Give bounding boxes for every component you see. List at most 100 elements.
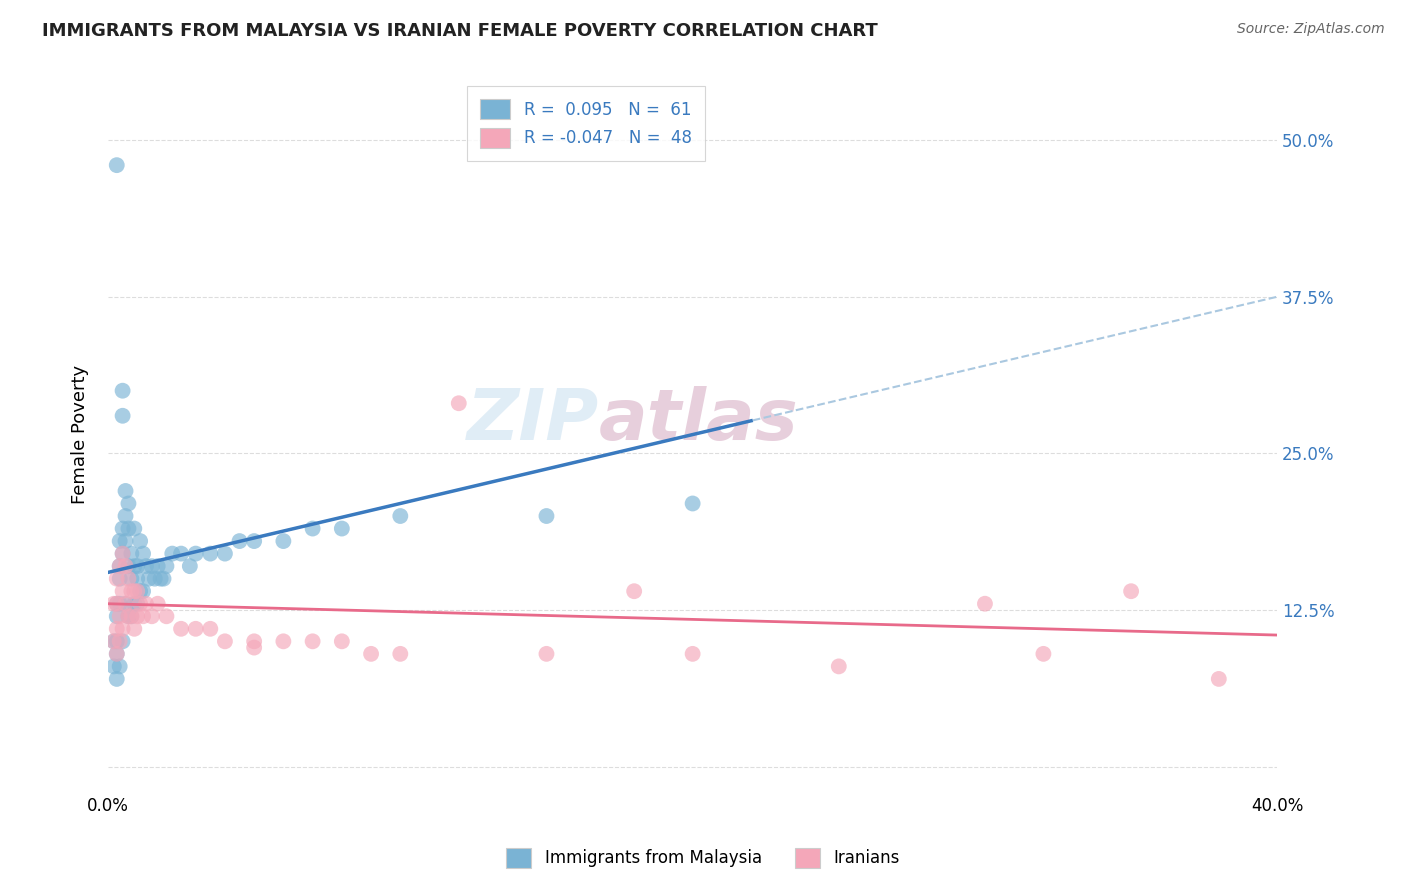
Point xyxy=(111,384,134,398)
Point xyxy=(301,634,323,648)
Point xyxy=(132,584,155,599)
Point xyxy=(120,609,142,624)
Point xyxy=(108,534,131,549)
Point xyxy=(1119,584,1142,599)
Point xyxy=(105,647,128,661)
Point xyxy=(117,496,139,510)
Point xyxy=(162,547,184,561)
Legend: R =  0.095   N =  61, R = -0.047   N =  48: R = 0.095 N = 61, R = -0.047 N = 48 xyxy=(467,86,704,161)
Point xyxy=(105,622,128,636)
Point xyxy=(155,559,177,574)
Point xyxy=(103,659,125,673)
Point xyxy=(103,634,125,648)
Point xyxy=(152,572,174,586)
Y-axis label: Female Poverty: Female Poverty xyxy=(72,365,89,504)
Point xyxy=(108,659,131,673)
Point xyxy=(103,597,125,611)
Point xyxy=(273,634,295,648)
Point xyxy=(127,584,149,599)
Point xyxy=(149,572,172,586)
Point xyxy=(105,158,128,172)
Point xyxy=(214,634,236,648)
Point xyxy=(200,547,222,561)
Point xyxy=(1208,672,1230,686)
Point xyxy=(138,572,160,586)
Point xyxy=(1032,647,1054,661)
Point xyxy=(105,609,128,624)
Point xyxy=(108,559,131,574)
Point xyxy=(117,522,139,536)
Point xyxy=(146,559,169,574)
Point xyxy=(330,522,353,536)
Point xyxy=(273,534,295,549)
Point xyxy=(682,647,704,661)
Point xyxy=(111,584,134,599)
Point xyxy=(117,559,139,574)
Point xyxy=(111,522,134,536)
Point xyxy=(120,584,142,599)
Point xyxy=(114,534,136,549)
Point xyxy=(330,634,353,648)
Point xyxy=(536,508,558,523)
Point xyxy=(447,396,470,410)
Text: ZIP: ZIP xyxy=(467,385,599,455)
Point xyxy=(108,597,131,611)
Point xyxy=(111,634,134,648)
Point xyxy=(155,609,177,624)
Point xyxy=(120,609,142,624)
Point xyxy=(243,640,266,655)
Point xyxy=(129,597,152,611)
Point xyxy=(105,647,128,661)
Point xyxy=(127,572,149,586)
Point xyxy=(120,572,142,586)
Point xyxy=(200,622,222,636)
Point xyxy=(184,622,207,636)
Point xyxy=(127,597,149,611)
Point xyxy=(536,647,558,661)
Text: atlas: atlas xyxy=(599,385,799,455)
Point xyxy=(135,559,157,574)
Point xyxy=(127,609,149,624)
Point xyxy=(214,547,236,561)
Point xyxy=(117,572,139,586)
Point xyxy=(114,597,136,611)
Point xyxy=(114,559,136,574)
Point xyxy=(243,534,266,549)
Point xyxy=(124,559,146,574)
Point xyxy=(146,597,169,611)
Point xyxy=(141,559,163,574)
Legend: Immigrants from Malaysia, Iranians: Immigrants from Malaysia, Iranians xyxy=(499,841,907,875)
Point xyxy=(682,496,704,510)
Point xyxy=(117,609,139,624)
Point xyxy=(132,609,155,624)
Point xyxy=(184,547,207,561)
Point xyxy=(114,597,136,611)
Point xyxy=(135,597,157,611)
Point xyxy=(108,609,131,624)
Point xyxy=(103,634,125,648)
Point xyxy=(228,534,250,549)
Point xyxy=(117,609,139,624)
Point xyxy=(141,609,163,624)
Text: IMMIGRANTS FROM MALAYSIA VS IRANIAN FEMALE POVERTY CORRELATION CHART: IMMIGRANTS FROM MALAYSIA VS IRANIAN FEMA… xyxy=(42,22,877,40)
Point xyxy=(124,584,146,599)
Point xyxy=(105,597,128,611)
Point xyxy=(127,559,149,574)
Point xyxy=(143,572,166,586)
Point xyxy=(108,634,131,648)
Point xyxy=(389,647,412,661)
Point xyxy=(389,508,412,523)
Point xyxy=(124,597,146,611)
Point xyxy=(114,508,136,523)
Point xyxy=(179,559,201,574)
Point xyxy=(108,572,131,586)
Point xyxy=(105,597,128,611)
Point xyxy=(105,672,128,686)
Point xyxy=(170,622,193,636)
Point xyxy=(120,547,142,561)
Point xyxy=(132,547,155,561)
Point xyxy=(105,572,128,586)
Point xyxy=(360,647,382,661)
Point xyxy=(129,584,152,599)
Point xyxy=(623,584,645,599)
